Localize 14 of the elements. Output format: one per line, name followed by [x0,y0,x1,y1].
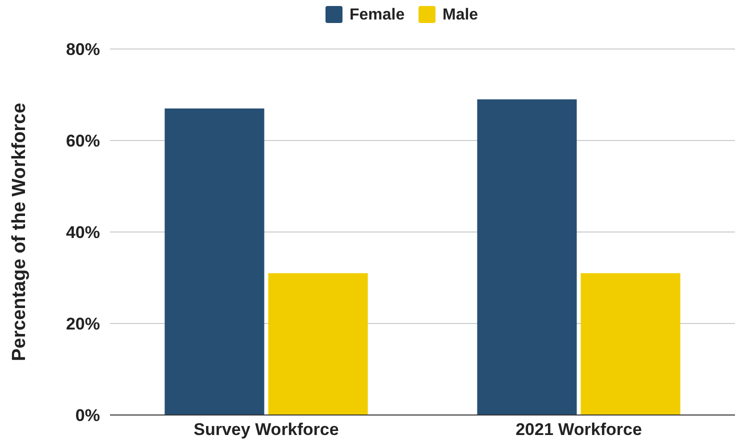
bar [268,273,368,415]
y-tick-label: 0% [75,406,100,425]
y-axis-title: Percentage of the Workforce [9,102,30,362]
y-tick-label: 60% [66,131,100,150]
bar [580,273,680,415]
x-tick-label: 2021 Workforce [516,420,642,439]
bar [477,99,577,415]
legend-label: Male [442,6,478,24]
bar [164,108,264,415]
y-tick-label: 20% [66,314,100,334]
x-tick-label: Survey Workforce [194,420,339,439]
y-tick-label: 80% [66,40,100,59]
y-tick-label: 40% [66,222,100,242]
legend-label: Female [350,6,405,24]
